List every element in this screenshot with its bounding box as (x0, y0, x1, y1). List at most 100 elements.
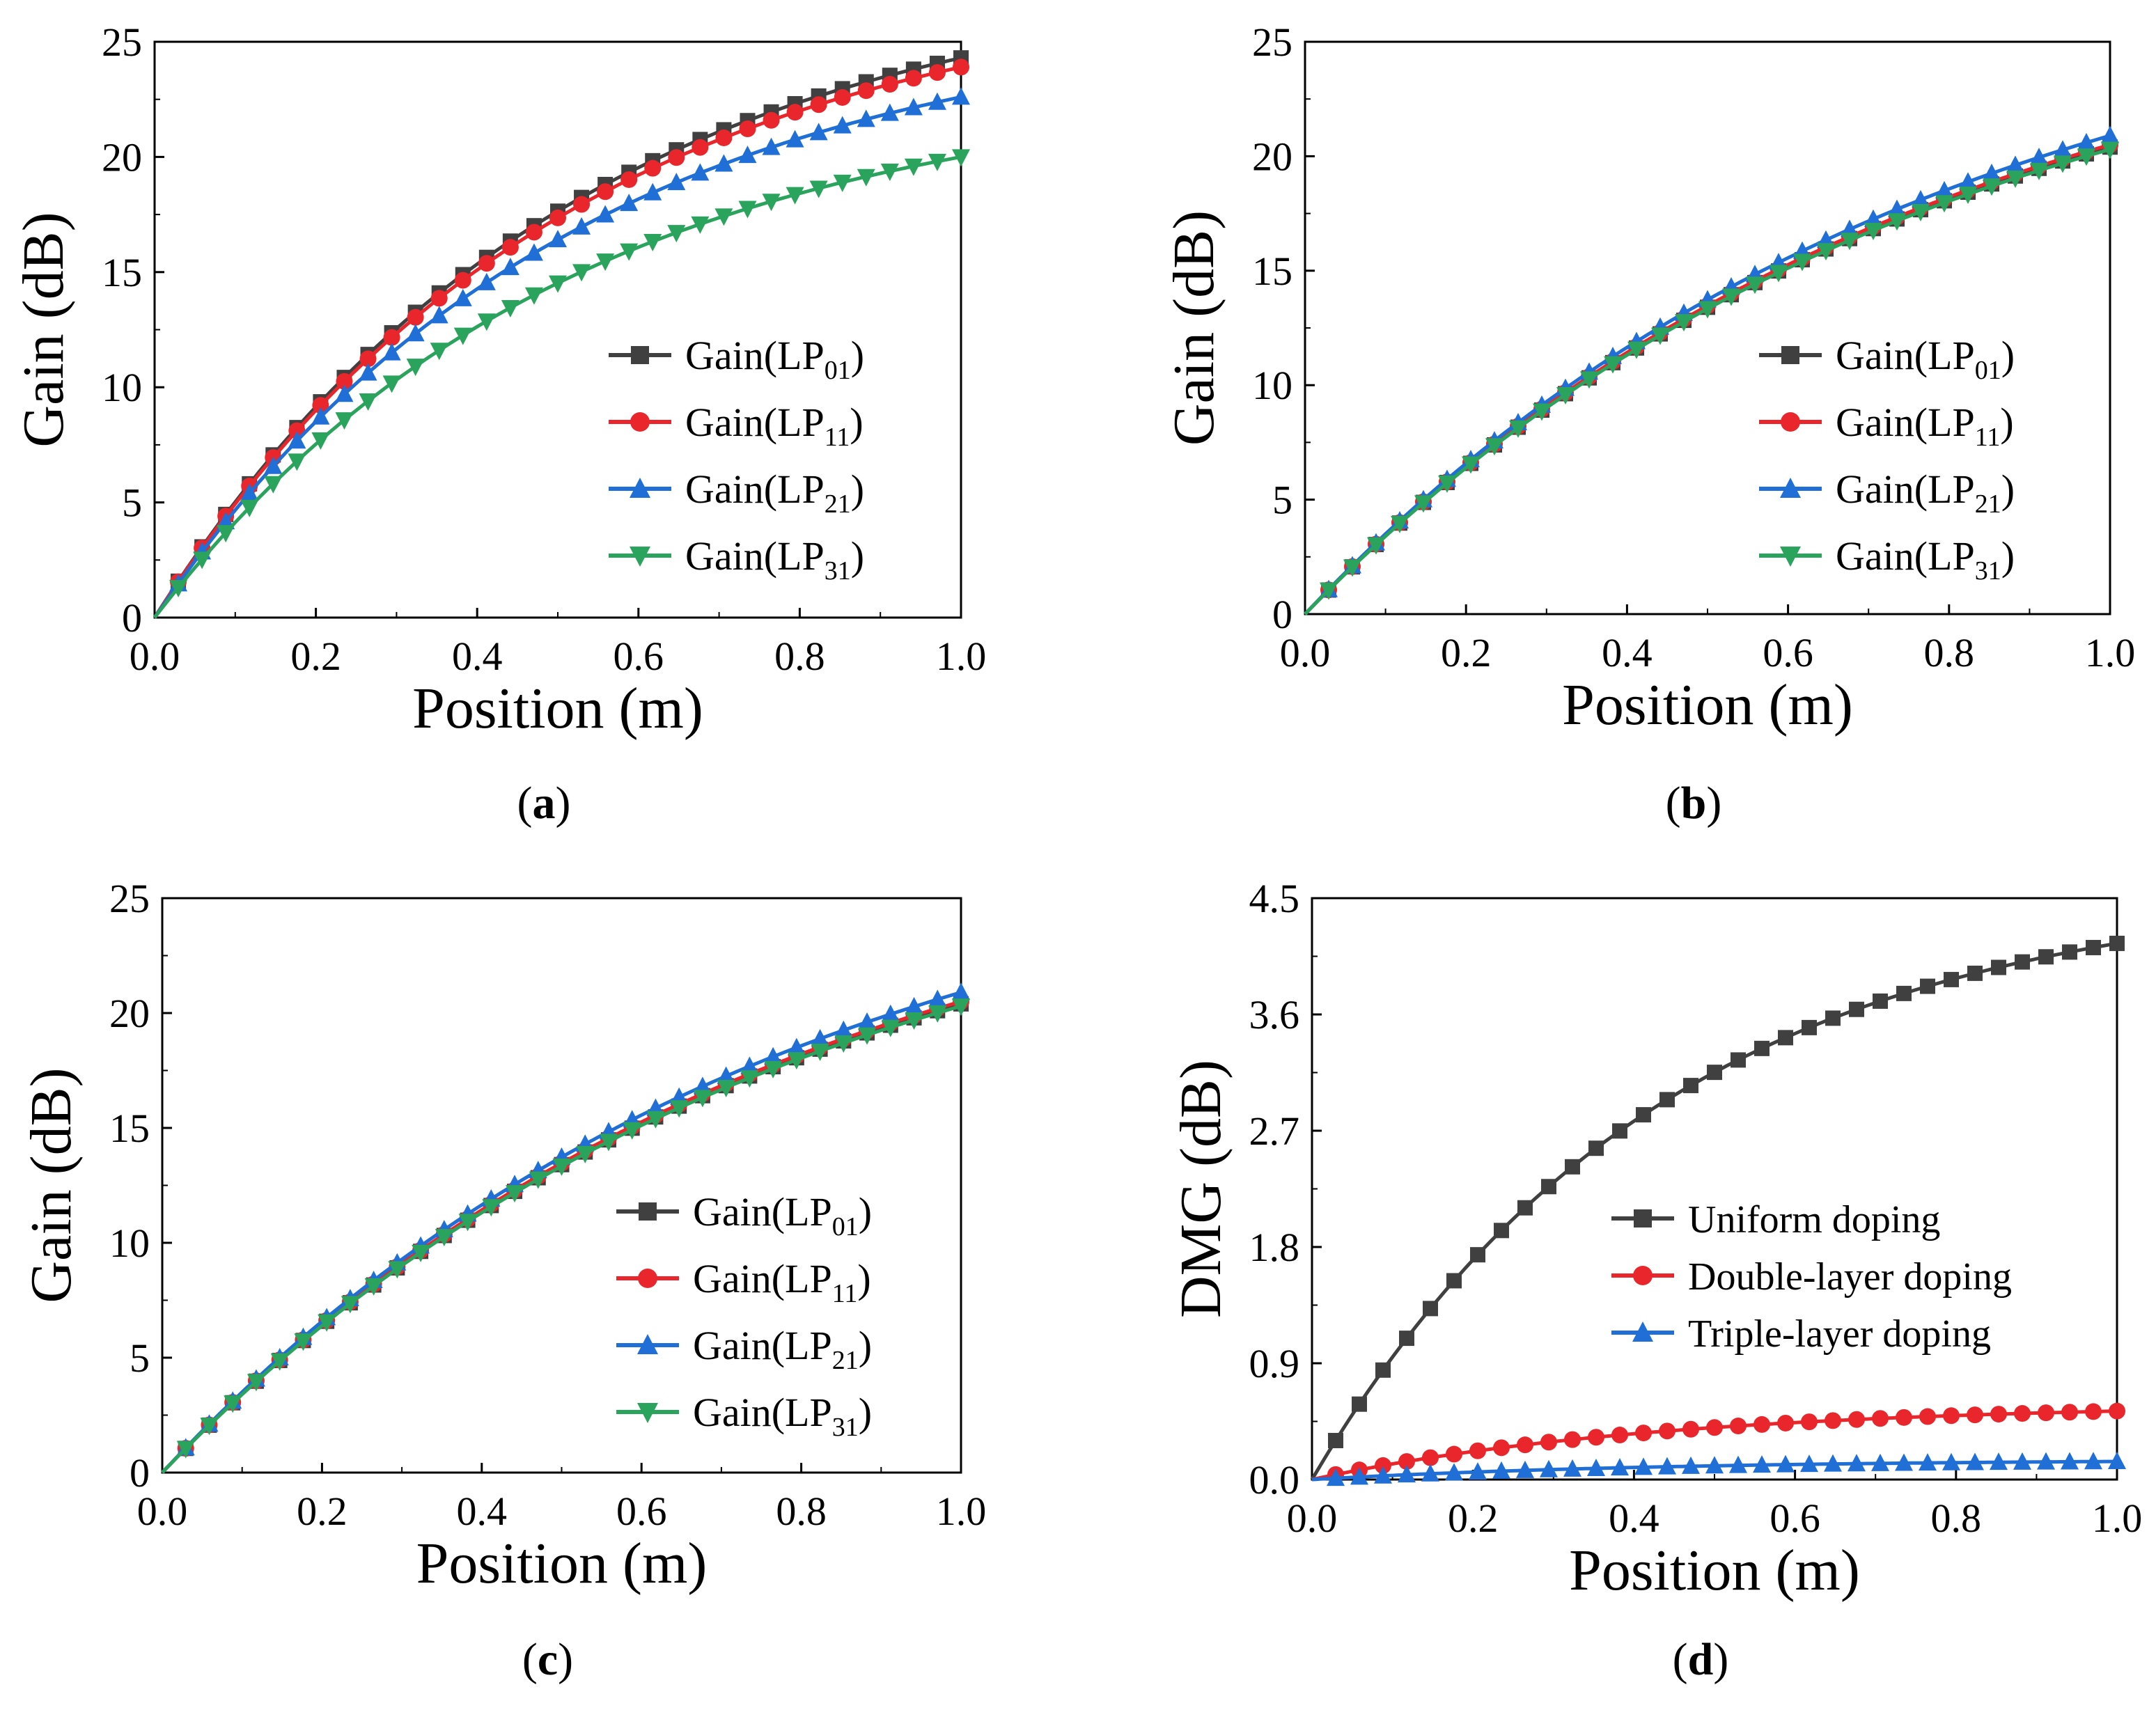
legend-label-subscript: 21 (825, 489, 851, 519)
y-tick-label: 25 (102, 19, 142, 65)
x-tick-label: 0.8 (774, 634, 825, 679)
data-point (786, 187, 804, 205)
legend-label: Gain(LP31) (685, 533, 864, 586)
legend-label-close: ) (859, 1390, 872, 1435)
data-point (905, 70, 922, 87)
data-point (905, 1012, 923, 1030)
data-point (643, 182, 662, 201)
data-point (1722, 288, 1740, 306)
y-tick-label: 20 (102, 134, 142, 180)
y-tick-label: 10 (102, 365, 142, 410)
data-point (2109, 1402, 2125, 1420)
caption-letter: a (533, 778, 556, 829)
data-point (623, 1122, 641, 1140)
data-point (501, 299, 520, 317)
data-point (834, 1020, 853, 1038)
legend-marker (630, 412, 650, 432)
panel-caption: (b) (1666, 778, 1722, 829)
data-point (2109, 935, 2125, 951)
panel-caption: (d) (1673, 1634, 1729, 1685)
x-tick-label: 1.0 (2085, 630, 2136, 675)
data-point (382, 375, 401, 393)
legend-label: Gain(LP01) (693, 1189, 872, 1241)
x-tick-label: 0.2 (1441, 630, 1492, 675)
data-point (240, 499, 259, 517)
data-point (833, 174, 852, 192)
data-point (1825, 1010, 1841, 1026)
legend-marker (630, 478, 650, 498)
data-point (1896, 1409, 1912, 1426)
data-point (240, 483, 259, 501)
legend-marker (637, 1403, 658, 1423)
data-point (857, 82, 875, 100)
data-point (453, 288, 472, 306)
data-point (2006, 170, 2024, 188)
legend-label-text: Double-layer doping (1688, 1255, 2012, 1299)
y-tick-label: 4.5 (1249, 876, 1300, 921)
data-point (1912, 189, 1930, 207)
legend-label-text: Gain(LP (685, 533, 825, 579)
data-point (644, 159, 662, 177)
x-tick-label: 1.0 (936, 634, 987, 679)
data-point (1682, 1420, 1699, 1438)
x-tick-label: 1.0 (2092, 1496, 2143, 1541)
data-point (787, 1052, 806, 1070)
data-point (1731, 1052, 1746, 1068)
data-point (430, 343, 448, 361)
legend-label-close: ) (2000, 400, 2013, 445)
data-point (1367, 537, 1385, 555)
data-point (288, 431, 306, 449)
data-point (858, 1027, 877, 1045)
data-point (1588, 1429, 1604, 1446)
legend-label-text: Uniform doping (1688, 1198, 1940, 1241)
legend-marker (638, 1269, 657, 1288)
data-point (1343, 559, 1361, 577)
data-point (2085, 1403, 2102, 1420)
data-point (1942, 1452, 1960, 1470)
data-point (1825, 1412, 1841, 1429)
data-point (1991, 959, 2006, 975)
data-point (1423, 1301, 1438, 1317)
data-point (2084, 1452, 2102, 1470)
data-point (880, 103, 899, 121)
data-point (1611, 1427, 1628, 1444)
x-axis-title: Position (m) (1569, 1538, 1860, 1603)
legend-label-text: Gain(LP (693, 1256, 832, 1301)
legend-label-text: Triple-layer doping (1688, 1312, 1991, 1356)
legend-label: Double-layer doping (1688, 1255, 2012, 1299)
caption-letter: c (538, 1634, 558, 1685)
data-point (928, 1005, 947, 1023)
data-point (1967, 1406, 1983, 1424)
data-point (1873, 993, 1888, 1009)
data-point (335, 384, 354, 402)
data-point (169, 580, 188, 598)
data-point (809, 180, 828, 198)
data-point (573, 196, 591, 213)
y-tick-label: 20 (1252, 134, 1292, 179)
legend-label-text: Gain(LP (1836, 400, 1975, 445)
data-point (270, 1353, 289, 1371)
data-point (2061, 1452, 2079, 1470)
data-point (1588, 1140, 1604, 1156)
data-point (738, 201, 757, 219)
data-point (458, 1214, 477, 1232)
data-point (2101, 125, 2119, 143)
data-point (1565, 1159, 1580, 1175)
data-point (1848, 1454, 1866, 1472)
legend-label-text: Gain(LP (693, 1323, 832, 1368)
data-point (1943, 1407, 1960, 1425)
x-tick-label: 0.8 (1924, 630, 1975, 675)
data-point (1374, 1466, 1392, 1484)
data-point (1391, 515, 1409, 533)
data-point (1793, 253, 1811, 272)
data-point (1864, 222, 1882, 240)
data-point (1421, 1464, 1439, 1482)
data-point (478, 255, 495, 272)
legend-label-text: Gain(LP (685, 333, 825, 378)
y-tick-label: 0.0 (1249, 1457, 1300, 1503)
legend-label: Gain(LP31) (693, 1390, 872, 1442)
data-point (294, 1333, 313, 1351)
chart-panel-b: 0.0 0.2 0.4 0.6 0.8 1.0 0 5 10 15 20 25 Position (m)… (1162, 19, 2135, 737)
x-axis-title: Position (m) (412, 676, 703, 741)
data-point (2030, 148, 2048, 166)
